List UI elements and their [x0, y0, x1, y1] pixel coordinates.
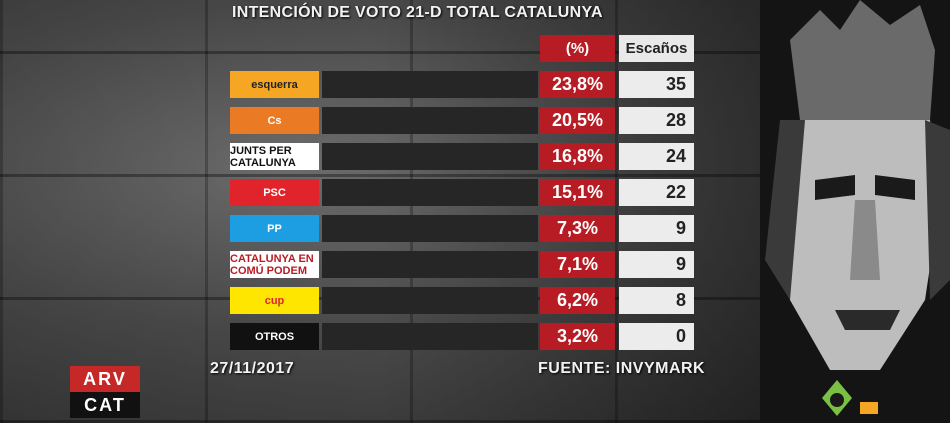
percent-value: 3,2% [540, 323, 615, 350]
percent-value: 16,8% [540, 143, 615, 170]
poll-source: FUENTE: INVYMARK [538, 360, 706, 377]
percent-value: 15,1% [540, 179, 615, 206]
channel-logo-icon [822, 380, 878, 416]
seats-value: 24 [619, 143, 694, 170]
seats-value: 22 [619, 179, 694, 206]
row-bar [322, 215, 538, 242]
row-bar [322, 143, 538, 170]
column-header-percent: (%) [540, 35, 615, 62]
party-logo: PSC [230, 179, 319, 206]
seats-value: 9 [619, 215, 694, 242]
seats-value: 35 [619, 71, 694, 98]
party-row: Cs 20,5% 28 [230, 107, 695, 134]
poll-date: 27/11/2017 [210, 360, 295, 377]
party-logo: CATALUNYA EN COMÚ PODEM [230, 251, 319, 278]
party-row: cup 6,2% 8 [230, 287, 695, 314]
seats-value: 9 [619, 251, 694, 278]
party-row: CATALUNYA EN COMÚ PODEM 7,1% 9 [230, 251, 695, 278]
row-bar [322, 71, 538, 98]
broadcaster-logo: ARV CAT [70, 366, 140, 418]
percent-value: 7,1% [540, 251, 615, 278]
seats-value: 8 [619, 287, 694, 314]
party-logo: JUNTS PER CATALUNYA [230, 143, 319, 170]
row-bar [322, 323, 538, 350]
percent-value: 23,8% [540, 71, 615, 98]
row-bar [322, 107, 538, 134]
party-logo: Cs [230, 107, 319, 134]
statue-illustration [760, 0, 950, 423]
brand-bottom: CAT [70, 392, 140, 418]
party-row: OTROS 3,2% 0 [230, 323, 695, 350]
row-bar [322, 179, 538, 206]
column-header-seats: Escaños [619, 35, 694, 62]
seats-value: 28 [619, 107, 694, 134]
party-logo: PP [230, 215, 319, 242]
row-bar [322, 251, 538, 278]
party-row: esquerra 23,8% 35 [230, 71, 695, 98]
row-bar [322, 287, 538, 314]
party-row: JUNTS PER CATALUNYA 16,8% 24 [230, 143, 695, 170]
percent-value: 20,5% [540, 107, 615, 134]
chart-title: INTENCIÓN DE VOTO 21-D TOTAL CATALUNYA [232, 4, 603, 21]
party-logo: cup [230, 287, 319, 314]
seats-value: 0 [619, 323, 694, 350]
percent-value: 6,2% [540, 287, 615, 314]
party-row: PP 7,3% 9 [230, 215, 695, 242]
party-logo: OTROS [230, 323, 319, 350]
percent-value: 7,3% [540, 215, 615, 242]
brand-top: ARV [70, 366, 140, 392]
party-row: PSC 15,1% 22 [230, 179, 695, 206]
party-logo: esquerra [230, 71, 319, 98]
